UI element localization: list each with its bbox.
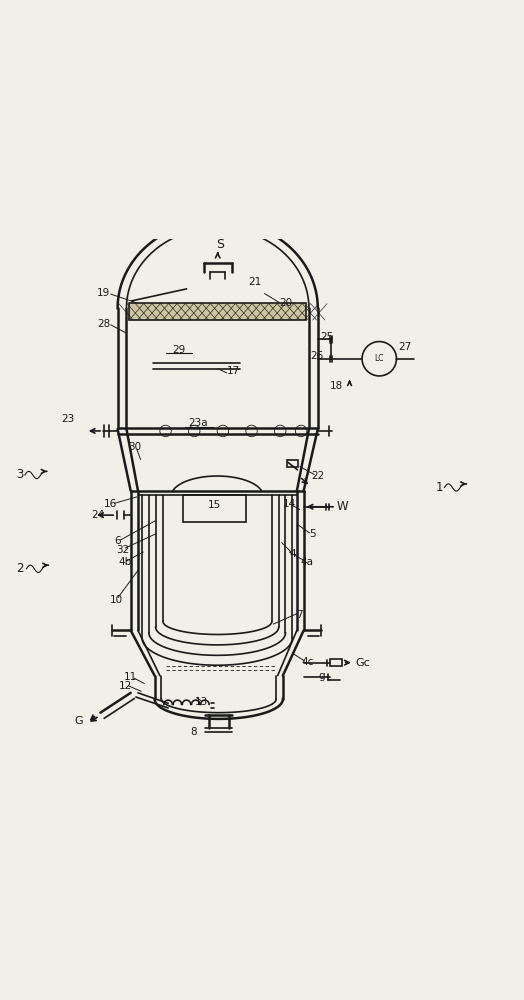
Text: 29: 29 (172, 345, 185, 355)
Text: 14: 14 (283, 499, 296, 509)
Text: 25: 25 (321, 332, 334, 342)
Text: W: W (337, 500, 348, 513)
Text: 4c: 4c (301, 657, 313, 667)
Text: 16: 16 (104, 499, 117, 509)
Text: 22: 22 (312, 471, 325, 481)
Bar (183, 495, 246, 522)
Text: LC: LC (375, 354, 384, 363)
Text: 11: 11 (124, 672, 137, 682)
Text: 19: 19 (96, 288, 110, 298)
Text: 4: 4 (289, 549, 296, 559)
Text: 12: 12 (119, 681, 132, 691)
Text: 6: 6 (114, 536, 121, 546)
Text: 27: 27 (398, 342, 411, 352)
Text: g: g (318, 671, 325, 681)
Text: 21: 21 (248, 277, 262, 287)
Text: 24: 24 (91, 510, 104, 520)
Text: G: G (74, 716, 83, 726)
Text: 5: 5 (309, 529, 316, 539)
Text: 18: 18 (330, 381, 343, 391)
Text: 4a: 4a (301, 557, 314, 567)
Text: 10: 10 (110, 595, 123, 605)
Text: 15: 15 (208, 500, 221, 510)
Text: 28: 28 (97, 319, 111, 329)
Text: 23a: 23a (189, 418, 208, 428)
Bar (330, 659, 342, 666)
Text: 23: 23 (61, 414, 75, 424)
Text: 26: 26 (310, 351, 323, 361)
Bar (129, 303, 307, 320)
Text: 32: 32 (116, 545, 129, 555)
Text: 8: 8 (190, 727, 197, 737)
Text: 1: 1 (435, 481, 443, 494)
Text: S: S (216, 238, 224, 251)
Text: 7: 7 (296, 610, 302, 620)
Text: 20: 20 (279, 298, 292, 308)
Text: 17: 17 (227, 366, 240, 376)
Text: 13: 13 (194, 697, 208, 707)
Text: Gc: Gc (356, 658, 370, 668)
Text: 4b: 4b (119, 557, 132, 567)
Text: 30: 30 (128, 442, 141, 452)
Bar (287, 460, 299, 467)
Text: 2: 2 (16, 562, 24, 575)
Text: 3: 3 (16, 468, 24, 481)
